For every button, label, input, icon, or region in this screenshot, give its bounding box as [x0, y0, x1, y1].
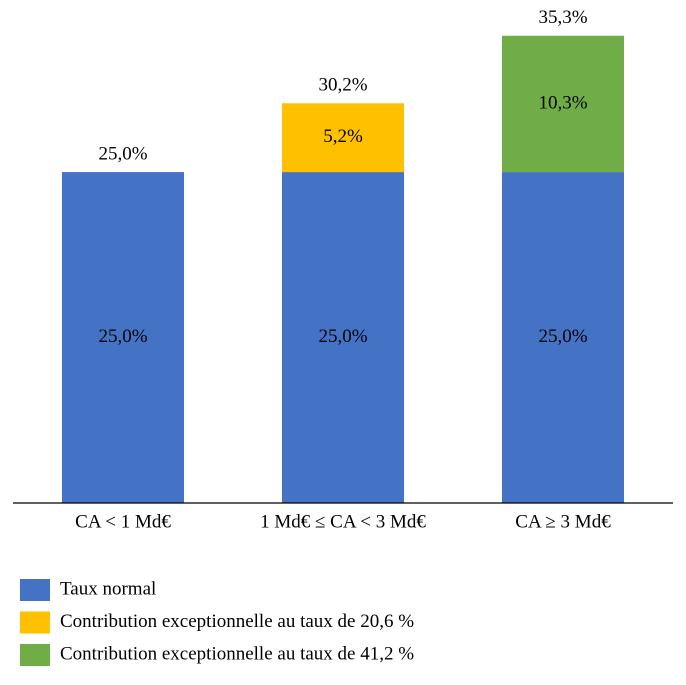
x-tick-label: CA ≥ 3 Md€	[515, 511, 611, 532]
bar-segment	[282, 172, 404, 503]
value-label: 10,3%	[538, 92, 587, 113]
legend-swatch	[20, 579, 50, 601]
bar-segment	[502, 35, 624, 173]
value-label: 25,0%	[538, 326, 587, 347]
legend-swatch	[20, 611, 50, 634]
x-tick-label: 1 Md€ ≤ CA < 3 Md€	[260, 511, 426, 532]
legend-label: Contribution exceptionnelle au taux de 2…	[60, 611, 414, 632]
legend-label: Taux normal	[60, 578, 156, 599]
legend-label: Contribution exceptionnelle au taux de 4…	[60, 643, 414, 664]
value-label: 25,0%	[318, 326, 367, 347]
bar-segment	[282, 103, 404, 173]
total-label: 35,3%	[538, 7, 587, 28]
total-label: 25,0%	[98, 143, 147, 164]
x-tick-label: CA < 1 Md€	[75, 511, 171, 532]
bar-segment	[502, 172, 624, 503]
value-label: 25,0%	[98, 326, 147, 347]
legend-swatch	[20, 644, 50, 666]
bar-segment	[62, 172, 184, 503]
value-label: 5,2%	[323, 126, 363, 147]
total-label: 30,2%	[318, 75, 367, 96]
